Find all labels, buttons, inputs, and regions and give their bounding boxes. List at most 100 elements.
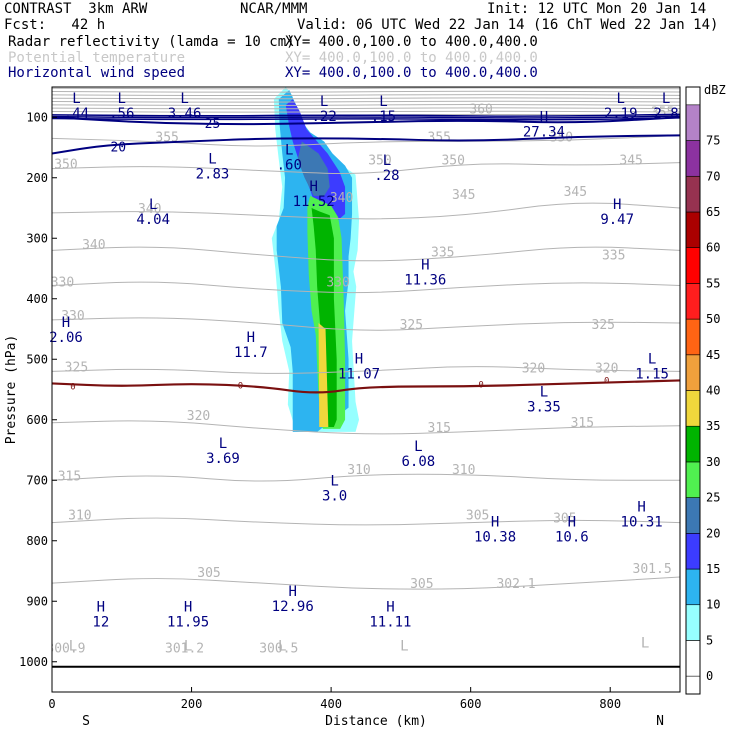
reflectivity-fill-layer	[271, 87, 360, 432]
extremum-value: 2.19	[604, 106, 638, 122]
extremum-value: 11.7	[234, 345, 268, 361]
freezing-level-contour	[52, 379, 680, 394]
extremum-high-marker: H	[97, 599, 105, 615]
extremum-low-marker: L	[383, 153, 391, 169]
extrema-label-layer: L.44L.56L3.46L.22L.15L2.19L2.8H27.34L.60…	[49, 91, 679, 655]
y-tick-label: 200	[26, 171, 48, 185]
colorbar-tick-label: 40	[706, 384, 720, 398]
theta-contour-label: 340	[138, 202, 161, 217]
y-tick-label: 900	[26, 594, 48, 608]
colorbar-tick-label: 10	[706, 598, 720, 612]
theta-contour-upper	[52, 94, 680, 96]
colorbar-tick-label: 65	[706, 205, 720, 219]
extremum-value: 2.06	[49, 330, 83, 346]
extremum-value: 2.83	[196, 167, 230, 183]
colorbar: 0 5 10 15 20 25 30 35 40 45 50 55 60 65 70 75 dBZ	[685, 83, 726, 695]
extremum-low-marker: L	[379, 94, 387, 110]
colorbar-swatch-40	[685, 354, 701, 391]
field-name-wind: Horizontal wind speed	[8, 65, 186, 81]
theta-contour-320	[52, 420, 680, 435]
colorbar-swatch-35	[685, 390, 701, 427]
init-time: Init: 12 UTC Mon 20 Jan 14	[487, 1, 707, 17]
colorbar-tick-label: 50	[706, 312, 720, 326]
extremum-low-marker: L	[320, 94, 328, 110]
freezing-level-label: 0	[238, 381, 243, 391]
extremum-value: .28	[374, 168, 399, 184]
extremum-low-marker: L	[208, 152, 216, 168]
colorbar-swatch-55	[685, 247, 701, 284]
extremum-value: 9.47	[600, 212, 634, 228]
colorbar-swatch-15	[685, 533, 701, 570]
y-tick-label: 1000	[19, 655, 48, 669]
colorbar-tick-label: 35	[706, 419, 720, 433]
y-tick-label: 300	[26, 231, 48, 245]
extremum-value: 12.96	[272, 599, 314, 615]
extremum-value: 1.15	[635, 366, 669, 382]
wind-contour-label: 20	[110, 141, 126, 156]
theta-contour-310	[52, 517, 680, 526]
colorbar-tick-label: 75	[706, 134, 720, 148]
colorbar-swatch-70	[685, 140, 701, 177]
axes: 0 200 400 600 800100200300400500600700800900…	[4, 86, 681, 729]
wind-contour-25	[52, 116, 680, 126]
wind-contour-label: 25	[205, 117, 221, 132]
theta-contour-label: 350	[441, 153, 464, 168]
theta-contour-label: 360	[469, 103, 492, 118]
extremum-value: 11.36	[404, 273, 446, 289]
theta-contour-label: 335	[431, 245, 454, 260]
theta-contour-label: 350	[54, 158, 77, 173]
theta-contour-upper	[52, 100, 680, 103]
extremum-low-marker: L	[330, 474, 338, 490]
extremum-value: 10.6	[555, 530, 589, 546]
extremum-value: 3.46	[168, 106, 202, 122]
reflectivity-region-20dbz	[297, 141, 330, 196]
x-tick-label: 800	[599, 697, 621, 711]
plot-frame	[51, 86, 681, 693]
x-tick-label: 600	[460, 697, 482, 711]
theta-contour-label: 325	[592, 318, 615, 333]
theta-contour-label: 302.1	[496, 577, 535, 592]
theta-contour-label: 325	[65, 360, 88, 375]
theta-contour-350	[52, 162, 680, 175]
theta-contour-label: 335	[602, 248, 625, 263]
extremum-value: 11.52	[293, 194, 335, 210]
theta-contour-label: 320	[595, 362, 618, 377]
y-tick-label: 600	[26, 413, 48, 427]
extremum-low-marker: L	[662, 91, 670, 107]
extremum-low-marker: L	[540, 385, 548, 401]
direction-label-north: N	[656, 714, 664, 729]
extremum-value: 11.95	[167, 614, 209, 630]
colorbar-swatch-10	[685, 568, 701, 606]
extremum-value: .56	[109, 106, 134, 122]
y-tick-label: 500	[26, 352, 48, 366]
colorbar-tick-label: 60	[706, 241, 720, 255]
colorbar-tick-label: 45	[706, 348, 720, 362]
wind-contour-20	[52, 134, 680, 155]
colorbar-swatch-50	[685, 283, 701, 320]
extremum-value: 10.38	[474, 530, 516, 546]
extremum-low-marker: L	[72, 91, 80, 107]
freezing-level-label: 0	[604, 376, 609, 386]
theta-contour-355	[52, 134, 680, 147]
colorbar-unit: dBZ	[704, 83, 726, 97]
theta-contour-340	[52, 246, 680, 262]
colorbar-frame	[685, 86, 701, 695]
y-tick-label: 400	[26, 292, 48, 306]
colorbar-tick-label: 55	[706, 276, 720, 290]
theta-contour-upper	[52, 87, 680, 90]
theta-contour-label: 340	[82, 238, 105, 253]
theta-contour-315	[52, 473, 680, 482]
extremum-value: .44	[64, 106, 89, 122]
freezing-level-label: 0	[478, 381, 483, 391]
extremum-low-marker: L	[184, 639, 192, 655]
theta-contour-345	[52, 202, 680, 220]
field-name-theta: Potential temperature	[8, 50, 186, 66]
extremum-low-marker: L	[285, 143, 293, 159]
colorbar-tick-label: 25	[706, 491, 720, 505]
forecast-hour: Fcst: 42 h	[4, 17, 106, 33]
extremum-value: 11.11	[369, 614, 411, 630]
theta-contour-label: 305	[197, 566, 220, 581]
extremum-low-marker: L	[69, 639, 77, 655]
theta-contour-label: 340	[330, 191, 353, 206]
theta-contour-label: 345	[564, 185, 587, 200]
